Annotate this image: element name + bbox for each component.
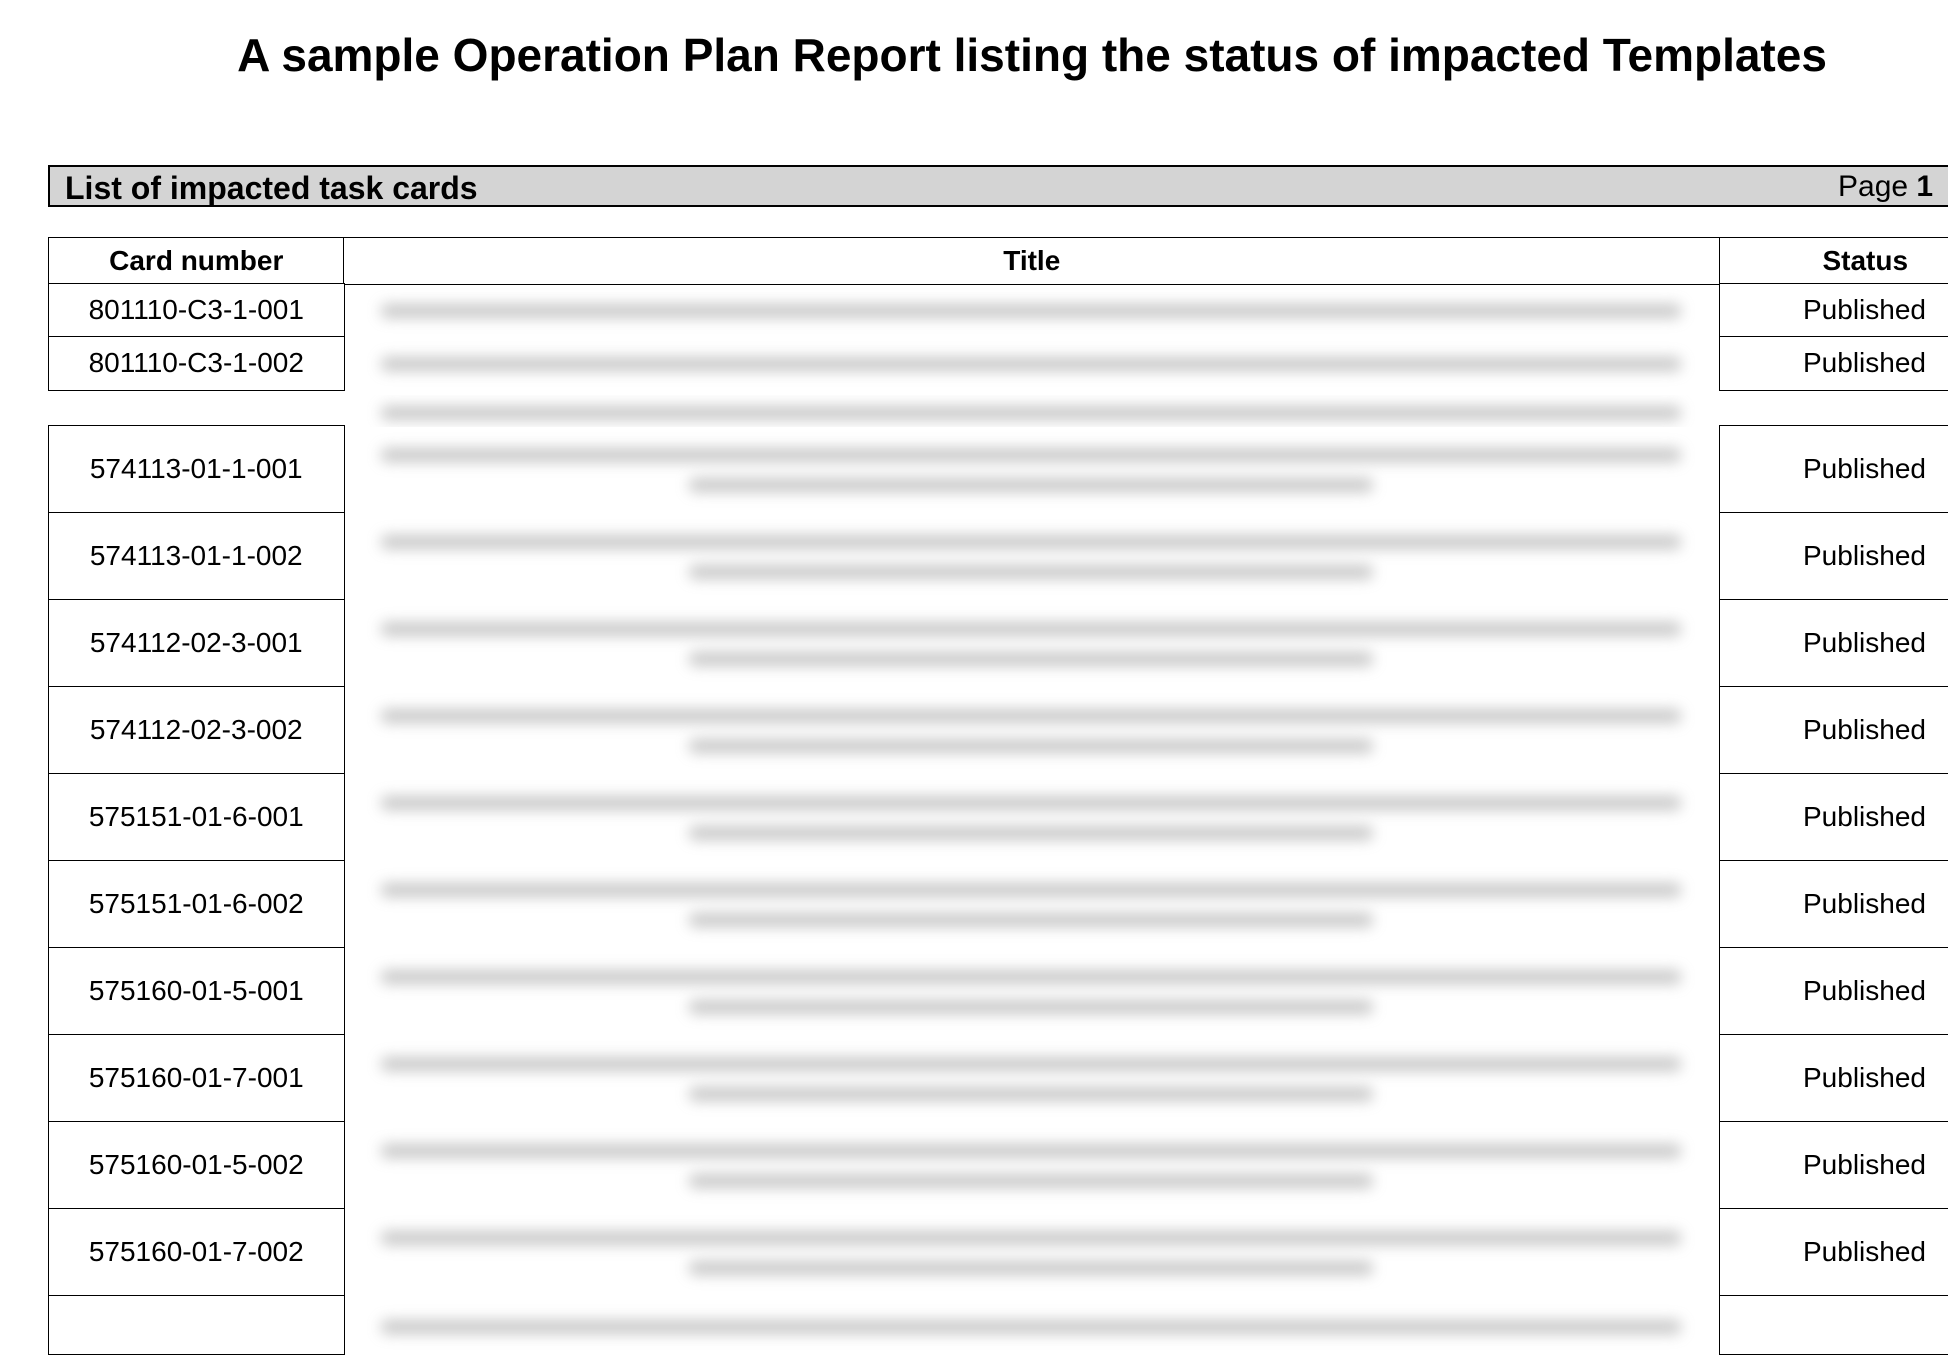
blurred-text [689, 1173, 1373, 1188]
status: Published [1719, 1034, 1948, 1123]
blurred-title [347, 338, 1715, 389]
column-header: Card number [48, 237, 345, 285]
blurred-text [381, 303, 1681, 318]
blurred-text [381, 795, 1681, 810]
card-number: 575160-01-7-002 [48, 1208, 345, 1297]
card-number: 801110-C3-1-002 [48, 336, 345, 391]
card-number: 574113-01-1-002 [48, 512, 345, 601]
blurred-text [381, 356, 1681, 371]
column-header: Title [343, 237, 1721, 285]
report-title: A sample Operation Plan Report listing t… [237, 29, 1827, 81]
card-number: 574112-02-3-001 [48, 599, 345, 688]
blurred-text [689, 738, 1373, 753]
blurred-text [381, 1143, 1681, 1158]
blurred-title [347, 427, 1715, 512]
section-bar: List of impacted task cards Page 1 [48, 165, 1948, 207]
card-number: 574113-01-1-001 [48, 425, 345, 514]
page: {"title": "A sample Operation Plan Repor… [48, 29, 1948, 1355]
status: Published [1719, 599, 1948, 688]
blurred-title [347, 949, 1715, 1034]
card-number: 801110-C3-1-001 [48, 283, 345, 338]
blurred-text [689, 1260, 1373, 1275]
blurred-title [347, 285, 1715, 336]
blurred-title [347, 1297, 1715, 1357]
card-number: 575151-01-6-002 [48, 860, 345, 949]
blurred-title [347, 601, 1715, 686]
blurred-text [381, 447, 1681, 462]
blurred-text [381, 969, 1681, 984]
status: Published [1719, 1208, 1948, 1297]
blurred-title [347, 1036, 1715, 1121]
blurred-text [689, 651, 1373, 666]
status: Published [1719, 947, 1948, 1036]
blurred-title [347, 688, 1715, 773]
blurred-text [381, 882, 1681, 897]
row-continuation [1719, 1295, 1948, 1355]
page-label: Page [1838, 170, 1909, 203]
row-continuation [48, 1295, 345, 1355]
card-number: 574112-02-3-002 [48, 686, 345, 775]
blurred-title [347, 775, 1715, 860]
blurred-text [381, 534, 1681, 549]
card-number: 575160-01-5-002 [48, 1121, 345, 1210]
blurred-text [689, 564, 1373, 579]
column-header: Status [1719, 237, 1948, 285]
section-heading: List of impacted task cards [65, 170, 478, 206]
blurred-text [381, 1230, 1681, 1245]
blurred-title [347, 1123, 1715, 1208]
status: Published [1719, 512, 1948, 601]
status: Published [1719, 773, 1948, 862]
blurred-text [381, 1320, 1681, 1334]
status: Published [1719, 686, 1948, 775]
blurred-text [689, 1086, 1373, 1101]
blurred-title [347, 395, 1715, 431]
blurred-text [381, 406, 1681, 420]
status: Published [1719, 860, 1948, 949]
blurred-title [347, 1210, 1715, 1295]
page-number: 1 [1916, 170, 1934, 203]
blurred-text [689, 477, 1373, 492]
blurred-text [689, 825, 1373, 840]
card-number: 575160-01-5-001 [48, 947, 345, 1036]
blurred-text [381, 1056, 1681, 1071]
card-number: 575160-01-7-001 [48, 1034, 345, 1123]
blurred-text [689, 999, 1373, 1014]
page-indicator: Page 1 [1838, 170, 1933, 204]
card-number: 575151-01-6-001 [48, 773, 345, 862]
blurred-text [381, 621, 1681, 636]
status: Published [1719, 336, 1948, 391]
blurred-title [347, 862, 1715, 947]
blurred-text [689, 912, 1373, 927]
blurred-title [347, 514, 1715, 599]
status: Published [1719, 283, 1948, 338]
status: Published [1719, 1121, 1948, 1210]
status: Published [1719, 425, 1948, 514]
blurred-text [381, 708, 1681, 723]
